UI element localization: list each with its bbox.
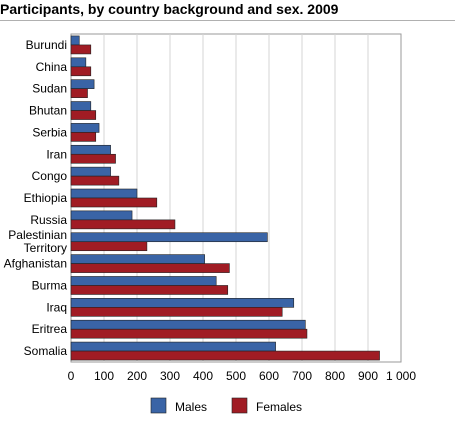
bar-males: [70, 298, 295, 308]
bar-males: [70, 79, 95, 89]
category-label: Burma: [32, 278, 68, 292]
x-tick-label: 600: [259, 369, 279, 383]
category-label: Sudan: [32, 82, 67, 96]
bar-females: [70, 263, 230, 273]
bar-males: [70, 232, 268, 243]
bar-males: [70, 319, 306, 330]
bar-males: [70, 144, 111, 155]
chart-title: Participants, by country background and …: [0, 1, 339, 17]
legend-label-males: Males: [175, 400, 207, 414]
bar-females: [70, 44, 92, 55]
bar-males: [70, 35, 80, 46]
legend-label-females: Females: [256, 400, 302, 414]
x-tick-label: 800: [325, 369, 345, 383]
bar-males: [70, 123, 100, 133]
bar-males: [70, 57, 87, 68]
bar-females: [70, 197, 158, 208]
legend-swatch-females: [231, 397, 248, 414]
bar-females: [70, 66, 92, 77]
bar-females: [70, 153, 116, 164]
x-tick-label: 100: [94, 369, 114, 383]
category-label: Burundi: [26, 38, 67, 52]
bar-females: [70, 132, 97, 142]
x-tick-label: 900: [358, 369, 378, 383]
bar-females: [70, 110, 97, 120]
category-label: China: [36, 60, 68, 74]
bar-females: [70, 307, 283, 317]
category-label: Ethiopia: [24, 191, 68, 205]
bar-males: [70, 341, 276, 352]
bar-females: [70, 175, 120, 186]
legend-swatch-males: [150, 397, 167, 414]
category-label: Eritrea: [32, 322, 68, 336]
category-label: Iraq: [46, 300, 67, 314]
category-label: Congo: [32, 169, 68, 183]
bar-females: [70, 88, 88, 98]
bar-males: [70, 276, 217, 286]
bar-females: [70, 241, 148, 252]
bar-males: [70, 166, 111, 177]
x-tick-label: 700: [292, 369, 312, 383]
category-label: Afghanistan: [4, 257, 67, 271]
bar-males: [70, 101, 92, 111]
category-label: Bhutan: [29, 104, 67, 118]
bar-males: [70, 188, 138, 199]
x-tick-label: 400: [193, 369, 213, 383]
category-label: Russia: [30, 213, 67, 227]
bar-males: [70, 210, 133, 221]
bar-males: [70, 254, 205, 264]
x-tick-label: 1 000: [386, 369, 416, 383]
x-tick-label: 300: [160, 369, 180, 383]
x-tick-label: 200: [127, 369, 147, 383]
bar-females: [70, 219, 176, 230]
bar-females: [70, 350, 380, 361]
x-tick-label: 0: [68, 369, 75, 383]
category-label: Somalia: [24, 344, 68, 358]
category-label: Palestinian Territory: [8, 228, 67, 255]
bar-females: [70, 285, 229, 295]
x-tick-label: 500: [226, 369, 246, 383]
category-label: Iran: [46, 147, 67, 161]
category-label: Serbia: [32, 125, 67, 139]
bar-females: [70, 328, 308, 339]
title-divider: [0, 20, 455, 21]
